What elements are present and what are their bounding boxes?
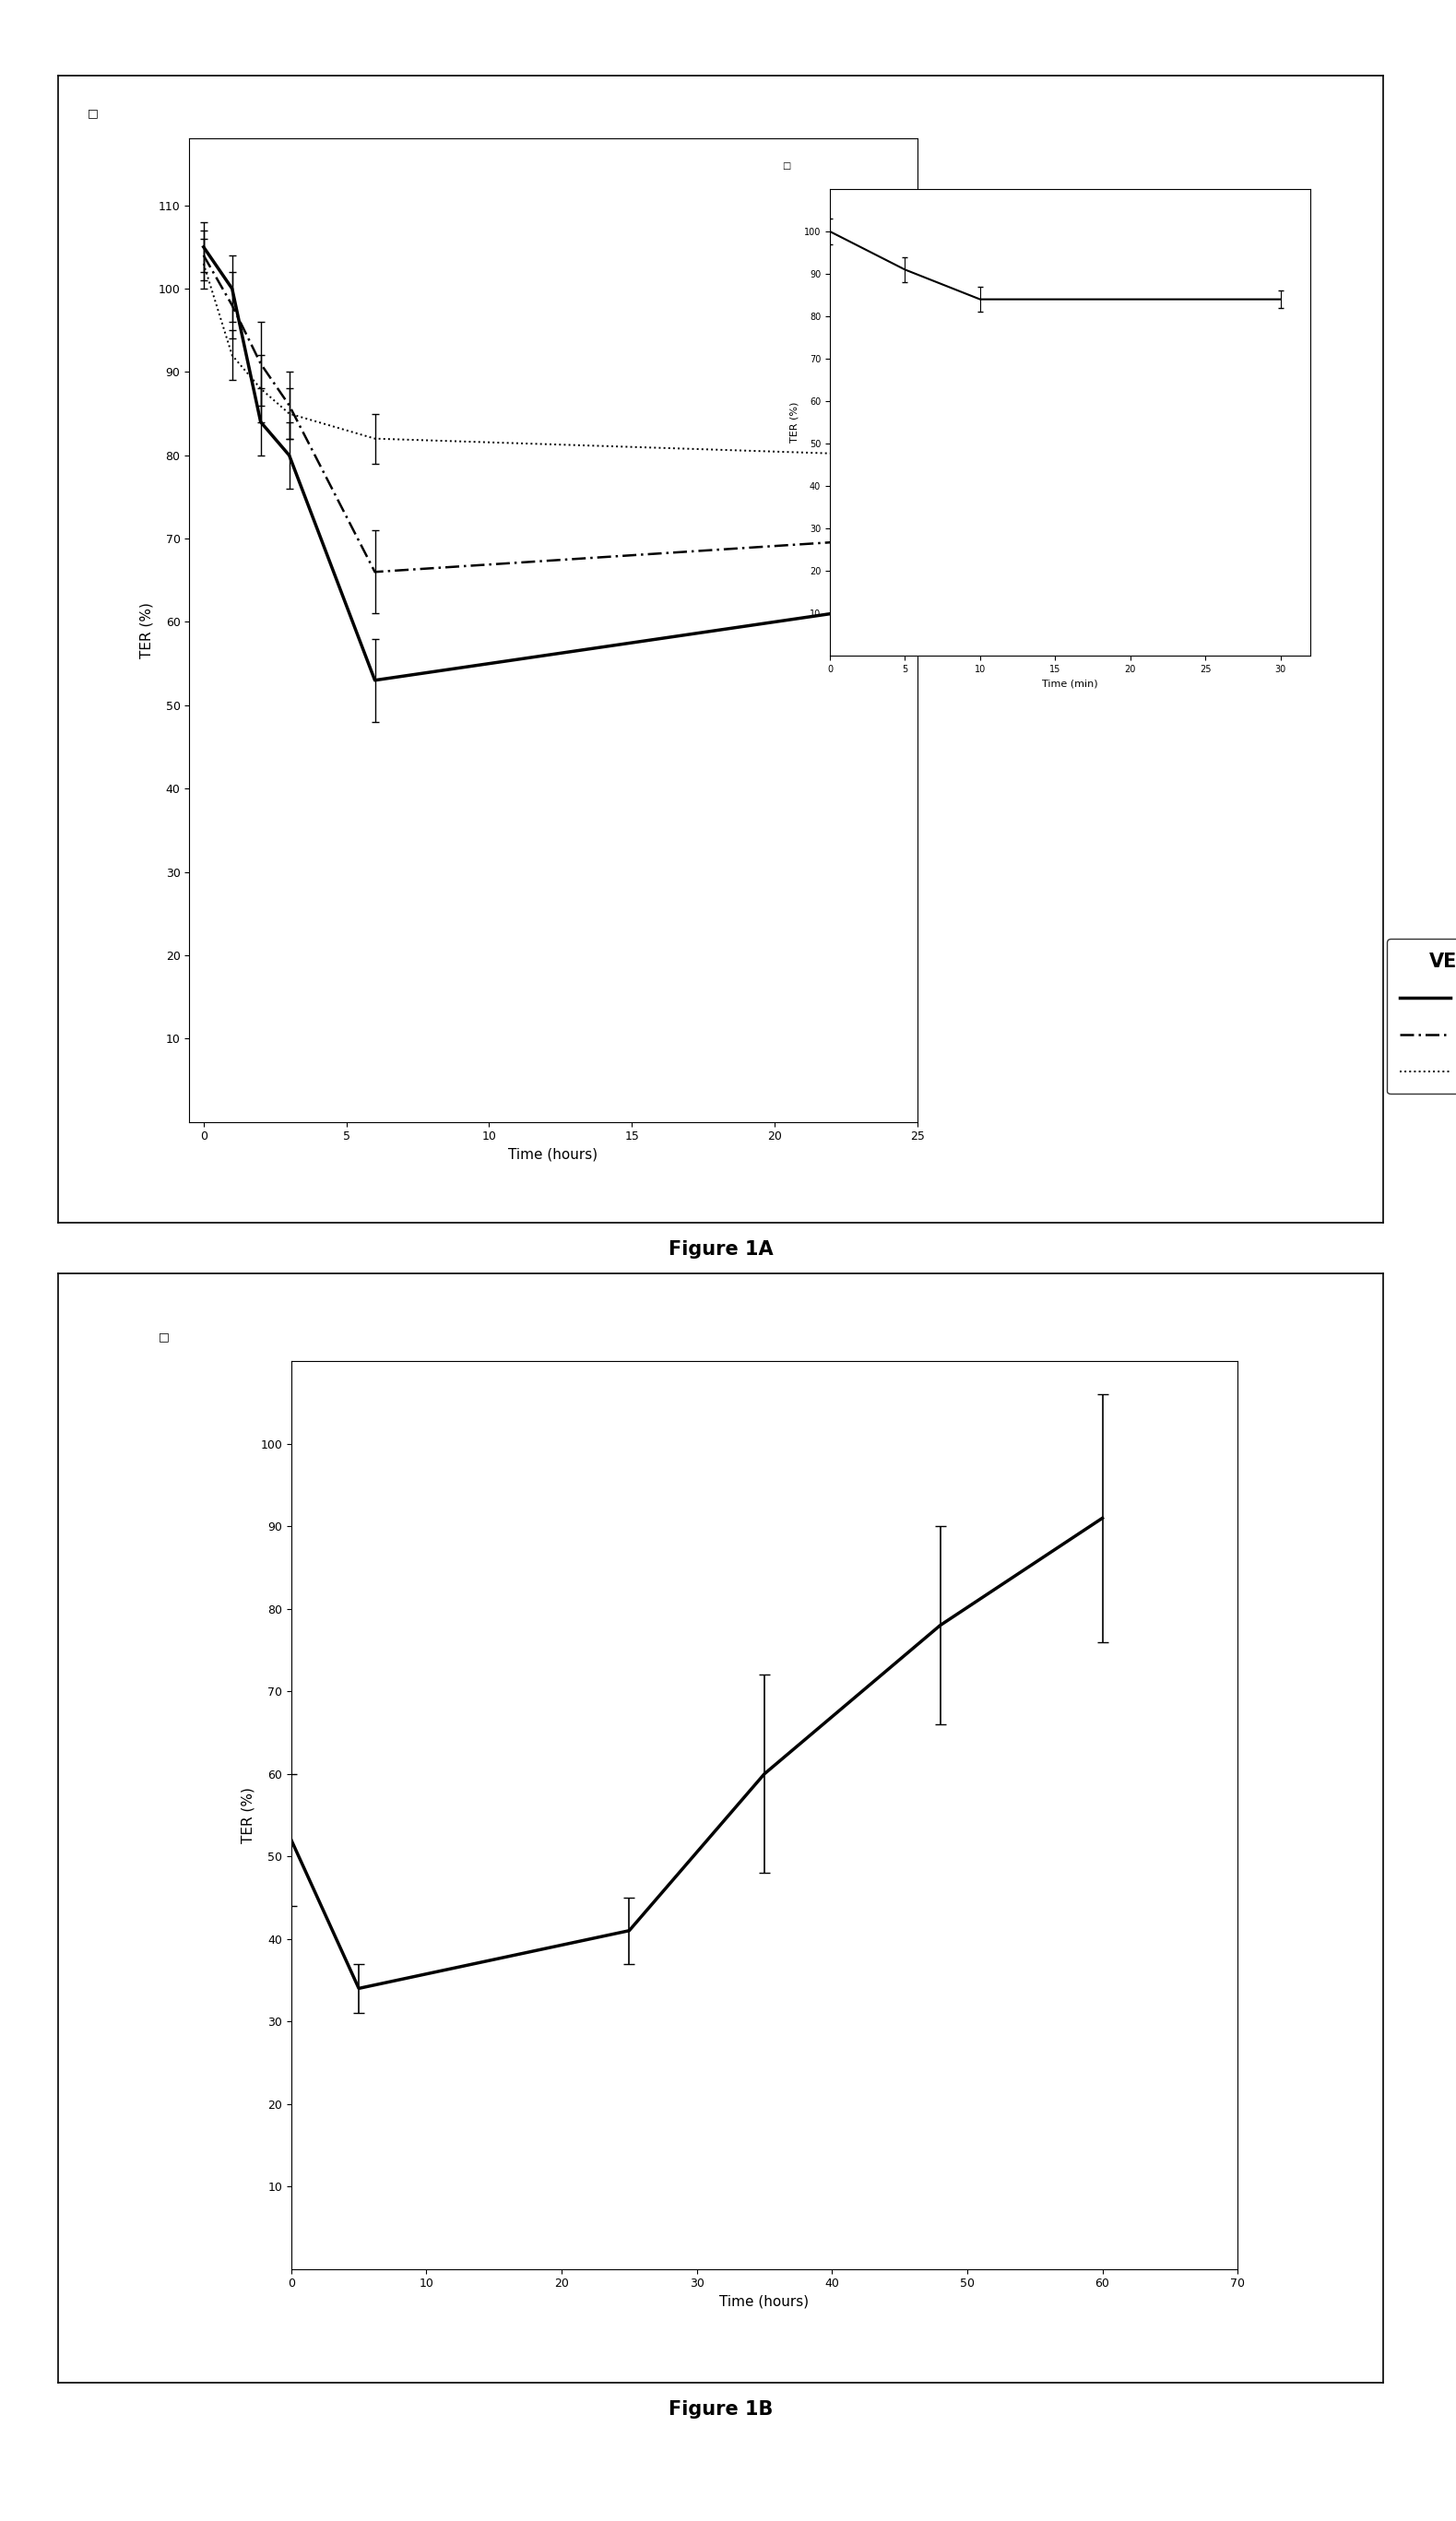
Text: Figure 1B: Figure 1B bbox=[668, 2400, 773, 2418]
Text: □: □ bbox=[87, 106, 98, 118]
Legend: 0.2nM, 0.5nM, 1nM: 0.2nM, 0.5nM, 1nM bbox=[1386, 938, 1456, 1094]
Y-axis label: TER (%): TER (%) bbox=[242, 1787, 255, 1843]
Text: Figure 1A: Figure 1A bbox=[668, 1240, 773, 1258]
Y-axis label: TER (%): TER (%) bbox=[789, 401, 799, 444]
X-axis label: Time (min): Time (min) bbox=[1042, 678, 1098, 688]
Text: □: □ bbox=[159, 1331, 169, 1344]
Text: □: □ bbox=[782, 161, 791, 171]
X-axis label: Time (hours): Time (hours) bbox=[719, 2294, 810, 2309]
X-axis label: Time (hours): Time (hours) bbox=[508, 1147, 598, 1162]
Y-axis label: TER (%): TER (%) bbox=[140, 603, 153, 658]
